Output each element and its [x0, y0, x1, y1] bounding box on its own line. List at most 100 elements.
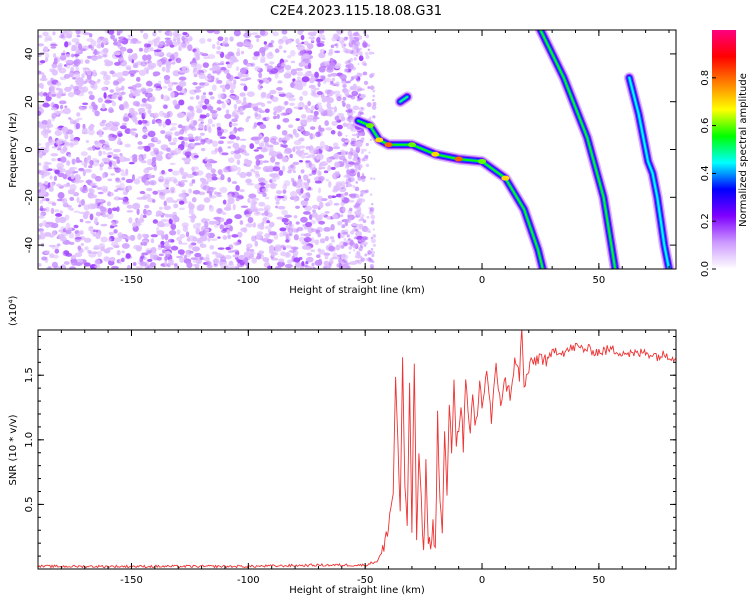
noise-speck — [39, 77, 48, 82]
noise-speck — [226, 63, 232, 69]
noise-speck — [148, 180, 157, 186]
noise-speck — [88, 90, 93, 95]
noise-speck — [312, 31, 318, 35]
noise-speck — [254, 66, 261, 72]
noise-speck — [243, 96, 247, 104]
noise-speck — [235, 66, 240, 72]
noise-speck — [323, 252, 331, 257]
noise-speck — [160, 130, 166, 135]
noise-speck — [162, 188, 171, 194]
noise-speck — [142, 123, 150, 127]
noise-speck — [69, 70, 75, 78]
noise-speck — [188, 244, 193, 248]
noise-speck — [266, 100, 272, 104]
noise-speck — [282, 117, 290, 123]
noise-speck — [282, 189, 287, 194]
noise-speck — [330, 166, 336, 170]
noise-speck — [51, 230, 56, 237]
noise-speck — [57, 62, 63, 68]
noise-speck — [371, 250, 376, 255]
noise-speck — [145, 187, 153, 192]
noise-speck — [328, 181, 332, 188]
noise-speck — [180, 242, 188, 245]
noise-speck — [235, 51, 241, 57]
x-tick-label: -150 — [120, 575, 143, 586]
noise-speck — [50, 84, 56, 91]
noise-speck — [178, 168, 184, 173]
noise-speck — [371, 238, 376, 244]
x-tick-label: -50 — [357, 275, 373, 286]
noise-speck — [176, 236, 183, 242]
noise-speck — [276, 261, 285, 267]
noise-speck — [55, 81, 62, 87]
noise-speck — [349, 207, 353, 212]
noise-speck — [60, 52, 66, 56]
noise-speck — [49, 253, 55, 259]
noise-speck — [179, 129, 185, 135]
noise-speck — [357, 35, 363, 40]
noise-speck — [357, 72, 363, 77]
noise-speck — [330, 72, 338, 77]
noise-speck — [216, 128, 225, 134]
noise-speck — [152, 71, 161, 76]
noise-speck — [266, 165, 274, 172]
noise-speck — [350, 50, 354, 55]
noise-speck — [38, 151, 43, 159]
noise-speck — [231, 111, 236, 117]
noise-speck — [63, 73, 71, 79]
noise-speck — [326, 215, 331, 220]
noise-speck — [289, 102, 295, 107]
noise-speck — [134, 89, 142, 94]
noise-speck — [163, 95, 170, 102]
noise-speck — [310, 126, 316, 130]
noise-speck — [326, 264, 332, 269]
noise-speck — [196, 108, 203, 114]
noise-speck — [371, 254, 375, 258]
noise-speck — [83, 237, 92, 243]
noise-speck — [116, 30, 123, 34]
noise-speck — [43, 180, 49, 185]
noise-speck — [330, 91, 336, 95]
noise-speck — [99, 206, 107, 213]
noise-speck — [109, 256, 116, 262]
noise-speck — [118, 235, 127, 239]
noise-speck — [351, 140, 355, 145]
noise-speck — [102, 150, 106, 155]
noise-speck — [328, 107, 335, 110]
noise-speck — [194, 135, 200, 142]
noise-speck — [69, 207, 74, 211]
noise-speck — [290, 246, 299, 250]
noise-speck — [81, 198, 85, 206]
noise-speck — [278, 258, 285, 263]
noise-speck — [162, 121, 167, 128]
noise-speck — [240, 144, 247, 150]
noise-speck — [244, 152, 250, 156]
noise-speck — [169, 162, 176, 166]
spectrogram-axes: -150 -100 -50 0 50 -40 -20 0 20 40 — [24, 30, 676, 286]
noise-speck — [226, 218, 233, 224]
noise-speck — [134, 83, 142, 88]
noise-speck — [184, 161, 191, 165]
noise-speck — [322, 37, 326, 41]
noise-speck — [357, 62, 360, 66]
noise-speck — [320, 249, 326, 255]
noise-speck — [252, 222, 256, 228]
noise-speck — [329, 236, 335, 240]
colorbar-tick-label: 0.6 — [700, 118, 711, 134]
noise-speck — [50, 90, 55, 94]
noise-speck — [137, 141, 143, 145]
noise-speck — [160, 57, 168, 63]
noise-speck — [252, 106, 259, 112]
noise-speck — [335, 244, 341, 251]
noise-speck — [132, 92, 141, 97]
noise-speck — [119, 182, 125, 190]
noise-speck — [283, 151, 289, 154]
noise-speck — [281, 217, 289, 223]
noise-speck — [89, 213, 94, 221]
noise-speck — [54, 110, 61, 115]
noise-speck — [354, 168, 358, 173]
noise-speck — [178, 112, 186, 117]
noise-speck — [339, 233, 345, 238]
noise-speck — [267, 65, 274, 71]
noise-speck — [205, 124, 211, 131]
